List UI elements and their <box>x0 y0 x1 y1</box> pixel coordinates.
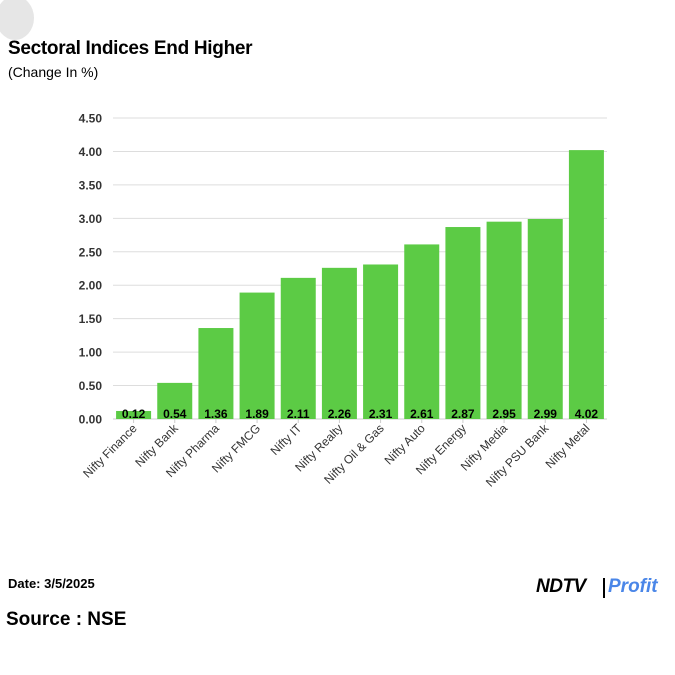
date-label: Date: 3/5/2025 <box>8 576 95 591</box>
y-tick-label: 3.50 <box>79 178 103 192</box>
source-label: Source : NSE <box>6 609 127 630</box>
data-label: 2.99 <box>534 407 558 421</box>
data-label: 2.31 <box>369 407 393 421</box>
x-tick-label: Nifty Finance <box>80 421 140 481</box>
bar <box>198 328 234 419</box>
x-tick-label: Nifty Metal <box>543 421 593 471</box>
bar <box>486 221 522 419</box>
y-tick-label: 4.00 <box>79 145 103 159</box>
data-label: 0.54 <box>163 407 187 421</box>
brand-profit: Profit <box>608 576 658 597</box>
data-label: 2.11 <box>287 407 310 421</box>
bar <box>321 267 357 419</box>
data-label: 2.87 <box>451 407 475 421</box>
chart-title: Sectoral Indices End Higher <box>8 38 253 59</box>
y-tick-label: 2.50 <box>79 245 103 259</box>
bar <box>116 410 152 419</box>
y-tick-label: 3.00 <box>79 212 103 226</box>
x-tick-label: Nifty IT <box>268 421 305 458</box>
brand-ndtv: NDTV <box>536 576 586 597</box>
bar <box>527 219 563 419</box>
data-label: 1.89 <box>245 407 269 421</box>
bar <box>404 244 440 419</box>
bar <box>280 277 316 419</box>
data-label: 2.95 <box>492 407 516 421</box>
data-label: 4.02 <box>575 407 599 421</box>
data-label: 0.12 <box>122 407 146 421</box>
bar <box>239 292 275 419</box>
bar <box>568 150 604 419</box>
bar <box>157 382 193 419</box>
data-label: 2.61 <box>410 407 434 421</box>
brand-divider <box>603 578 605 598</box>
data-label: 2.26 <box>328 407 352 421</box>
y-tick-label: 2.00 <box>79 279 103 293</box>
corner-decoration <box>0 0 34 40</box>
bar-chart: 0.00 0.50 1.00 1.50 2.00 2.50 3.00 3.50 4.00 4.50… <box>79 112 607 490</box>
chart-subtitle: (Change In %) <box>8 64 99 80</box>
bar <box>445 227 481 419</box>
y-tick-label: 0.50 <box>79 379 103 393</box>
ndtv-profit-logo: NDTV Profit <box>536 576 671 600</box>
data-label: 1.36 <box>204 407 228 421</box>
y-tick-label: 1.00 <box>79 346 103 360</box>
y-tick-label: 1.50 <box>79 312 103 326</box>
y-tick-label: 4.50 <box>79 112 103 126</box>
bar <box>363 264 399 419</box>
y-tick-label: 0.00 <box>79 413 103 427</box>
